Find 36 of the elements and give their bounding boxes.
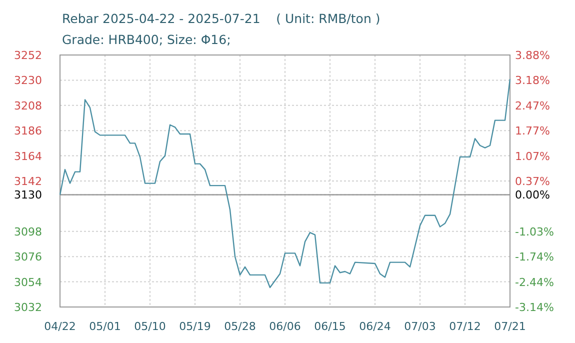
y2-tick-label: 3.88% (515, 49, 550, 62)
y2-tick-label: 0.00% (515, 188, 550, 202)
y-tick-label: 3076 (14, 250, 42, 264)
y2-tick-label: 1.07% (515, 150, 550, 163)
y-tick-label: 3098 (14, 225, 42, 238)
x-tick-label: 07/21 (494, 320, 526, 333)
x-tick-label: 06/06 (269, 320, 301, 333)
y2-tick-label: 1.77% (515, 124, 550, 138)
y-tick-label: 3164 (14, 150, 42, 163)
y2-tick-label: -3.14% (515, 301, 554, 314)
chart-title: Rebar 2025-04-22 - 2025-07-21 ( Unit: RMB/ton ) (62, 11, 380, 26)
x-tick-label: 07/03 (404, 320, 436, 333)
y2-tick-label: -1.74% (515, 250, 554, 264)
x-tick-label: 05/28 (224, 320, 256, 333)
y-tick-label: 3252 (14, 49, 42, 62)
y2-tick-label: -1.03% (515, 225, 554, 238)
x-tick-label: 05/10 (134, 320, 166, 333)
chart-subtitle: Grade: HRB400; Size: Φ16; (62, 32, 231, 47)
x-tick-label: 06/15 (314, 320, 346, 333)
y-tick-label: 3142 (14, 175, 42, 188)
y-tick-label: 3186 (14, 124, 42, 138)
x-tick-label: 07/12 (449, 320, 481, 333)
y-tick-label: 3032 (14, 301, 42, 314)
y2-tick-label: -2.44% (515, 276, 554, 289)
line-series (59, 78, 511, 288)
y2-tick-label: 2.47% (515, 100, 550, 113)
y-tick-label: 3054 (14, 276, 42, 289)
x-tick-label: 06/24 (359, 320, 391, 333)
y-tick-label: 3130 (14, 188, 42, 202)
y2-tick-label: 3.18% (515, 74, 550, 88)
x-tick-label: 05/01 (89, 320, 121, 333)
y2-tick-label: 0.37% (515, 175, 550, 188)
x-tick-label: 05/19 (179, 320, 211, 333)
y-tick-label: 3230 (14, 74, 42, 88)
x-tick-label: 04/22 (44, 320, 76, 333)
y-tick-label: 3208 (14, 99, 42, 112)
